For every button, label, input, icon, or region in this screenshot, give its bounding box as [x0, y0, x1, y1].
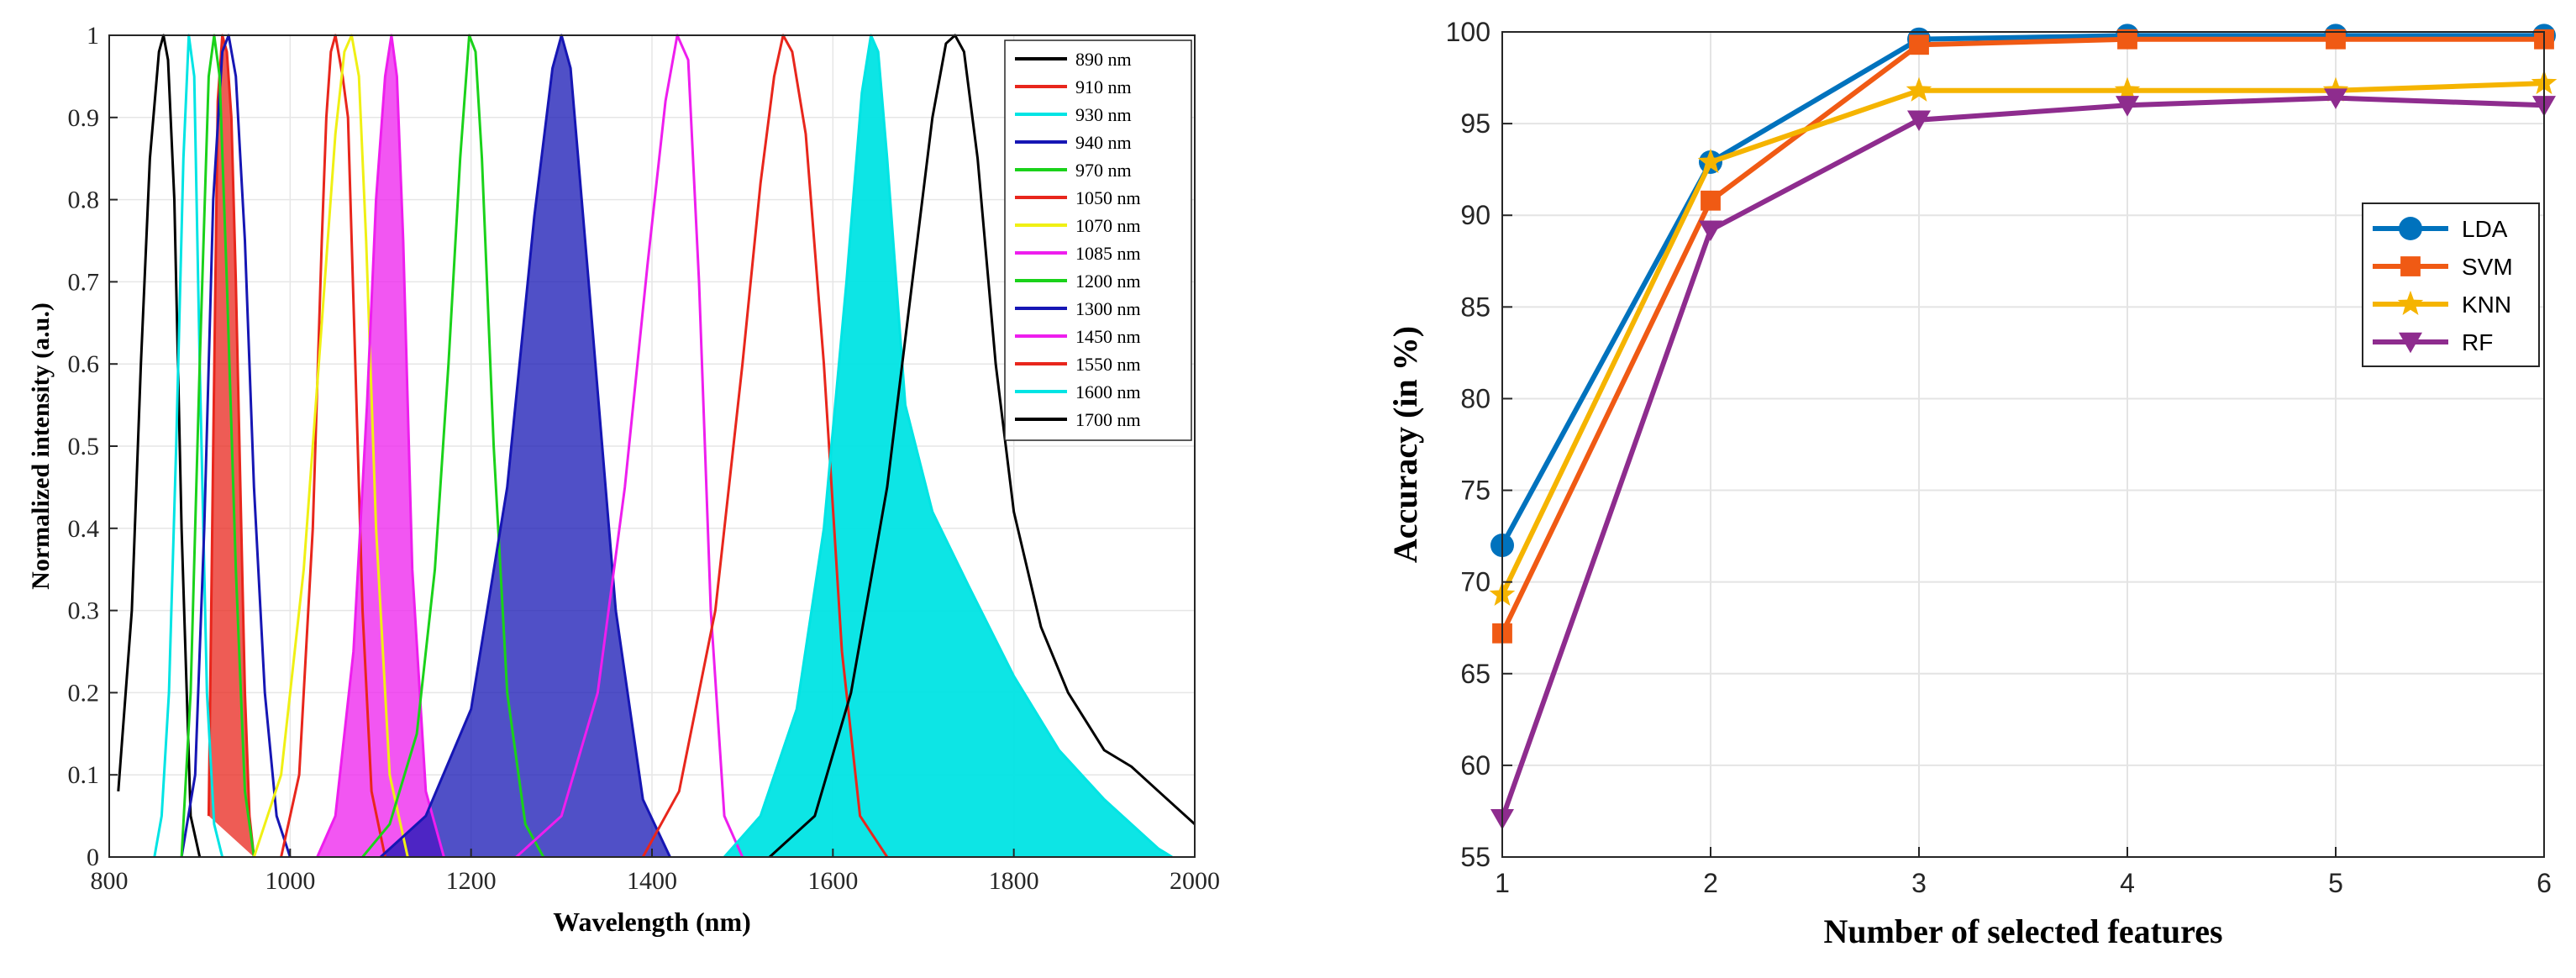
x-tick-label: 6 [2537, 868, 2552, 898]
spectra-panel: 800 1000 1200 1400 1600 1800 2000 0 0.1 0.2 0.3 0.4… [27, 22, 1220, 937]
series-line [1500, 81, 2545, 597]
y-tick-label: 65 [1460, 659, 1490, 689]
spectrum-line [768, 34, 1196, 859]
spectrum-line [316, 34, 445, 858]
marker-square [1701, 190, 1721, 211]
legend-label: 1070 nm [1075, 215, 1141, 236]
spectrum-line [180, 34, 292, 858]
legend-label: 1600 nm [1075, 381, 1141, 402]
legend-label: LDA [2462, 216, 2508, 242]
marker-triangle [2324, 88, 2347, 109]
y-tick-label: 0 [87, 844, 99, 871]
legend-label: 1050 nm [1075, 187, 1141, 208]
spectrum-fill [381, 35, 670, 857]
marker-square [2326, 29, 2346, 50]
y-tick-label: 0.7 [68, 268, 100, 296]
marker-square [1909, 34, 1929, 55]
y-tick-label: 0.8 [68, 187, 100, 214]
marker-square [2117, 29, 2137, 50]
legend-label: SVM [2462, 254, 2513, 280]
y-tick-label: 90 [1460, 200, 1490, 230]
spectrum-fill [724, 35, 1173, 857]
legend-label: 1550 nm [1075, 354, 1141, 375]
y-tick-label: 0.3 [68, 597, 100, 625]
x-tick-label: 1800 [989, 867, 1039, 895]
legend-label: 1085 nm [1075, 243, 1141, 264]
x-tick-label: 1200 [446, 867, 497, 895]
y-tick-label: 95 [1460, 108, 1490, 139]
x-tick-label: 5 [2328, 868, 2343, 898]
x-tick-label: 1 [1495, 868, 1510, 898]
legend-label: 1200 nm [1075, 271, 1141, 292]
y-tick-label: 55 [1460, 842, 1490, 872]
series-line [1500, 95, 2545, 820]
marker-square [2400, 256, 2421, 276]
spectrum-line [252, 34, 409, 858]
y-tick-label: 0.6 [68, 350, 100, 378]
legend-label: 940 nm [1075, 132, 1132, 153]
spectra-y-axis-label: Normalized intensity (a.u.) [27, 302, 55, 590]
legend-label: RF [2462, 329, 2493, 355]
marker-star [1697, 148, 1724, 173]
accuracy-ticks: 1 2 3 4 5 6 55 60 65 70 75 80 85 90 95 100 [1446, 17, 2552, 898]
marker-triangle [1907, 110, 1931, 132]
legend-label: 1700 nm [1075, 409, 1141, 430]
marker-triangle [2116, 96, 2139, 117]
legend-label: KNN [2462, 292, 2511, 318]
marker-star [2114, 76, 2141, 102]
legend-label: 930 nm [1075, 104, 1132, 125]
marker-triangle [2399, 332, 2422, 354]
y-tick-label: 80 [1460, 383, 1490, 413]
accuracy-panel: 1 2 3 4 5 6 55 60 65 70 75 80 85 90 95 100 Number of se… [1386, 17, 2558, 950]
x-tick-label: 1000 [265, 867, 315, 895]
spectra-legend: 890 nm 910 nm 930 nm 940 nm 970 nm 1050 nm 107… [1004, 39, 1192, 441]
x-tick-label: 3 [1911, 868, 1927, 898]
accuracy-y-axis-label: Accuracy (in %) [1386, 326, 1424, 563]
x-tick-label: 1400 [627, 867, 677, 895]
legend-label: 890 nm [1075, 49, 1132, 70]
marker-triangle [1699, 220, 1722, 241]
y-tick-label: 0.2 [68, 679, 100, 707]
y-tick-label: 70 [1460, 567, 1490, 597]
y-tick-label: 0.4 [68, 515, 100, 543]
series-line [1500, 36, 2544, 635]
spectra-ticks: 800 1000 1200 1400 1600 1800 2000 0 0.1 0.2 0.3 0.4… [68, 22, 1221, 895]
spectrum-line [515, 34, 744, 859]
spectrum-line [207, 34, 255, 858]
spectra-x-axis-label: Wavelength (nm) [553, 907, 751, 937]
y-tick-label: 60 [1460, 750, 1490, 781]
marker-circle [2399, 217, 2422, 240]
spectrum-line [723, 34, 1173, 859]
marker-star [2397, 290, 2424, 315]
legend-label: 1300 nm [1075, 298, 1141, 319]
x-tick-label: 4 [2120, 868, 2135, 898]
accuracy-lines [1489, 24, 2558, 830]
x-tick-label: 2 [1703, 868, 1718, 898]
marker-star [1906, 76, 1932, 102]
accuracy-axes-box [1501, 31, 2545, 858]
spectrum-line [379, 34, 671, 859]
legend-label: 970 nm [1075, 160, 1132, 181]
y-tick-label: 0.9 [68, 104, 100, 132]
spectrum-fill [317, 35, 444, 857]
y-tick-label: 1 [87, 22, 99, 50]
spectrum-line [180, 34, 255, 858]
y-tick-label: 100 [1446, 17, 1490, 47]
y-tick-label: 0.1 [68, 761, 100, 789]
y-tick-label: 85 [1460, 292, 1490, 322]
x-tick-label: 800 [91, 867, 129, 895]
accuracy-legend: LDA SVM KNN RF [2362, 202, 2540, 367]
legend-box [1004, 39, 1192, 441]
legend-label: 910 nm [1075, 76, 1132, 97]
legend-label: 1450 nm [1075, 326, 1141, 347]
y-tick-label: 0.5 [68, 433, 100, 460]
x-tick-label: 1600 [807, 867, 858, 895]
y-tick-label: 75 [1460, 476, 1490, 506]
accuracy-x-axis-label: Number of selected features [1823, 912, 2222, 950]
series-line [1500, 33, 2544, 547]
x-tick-label: 2000 [1170, 867, 1220, 895]
